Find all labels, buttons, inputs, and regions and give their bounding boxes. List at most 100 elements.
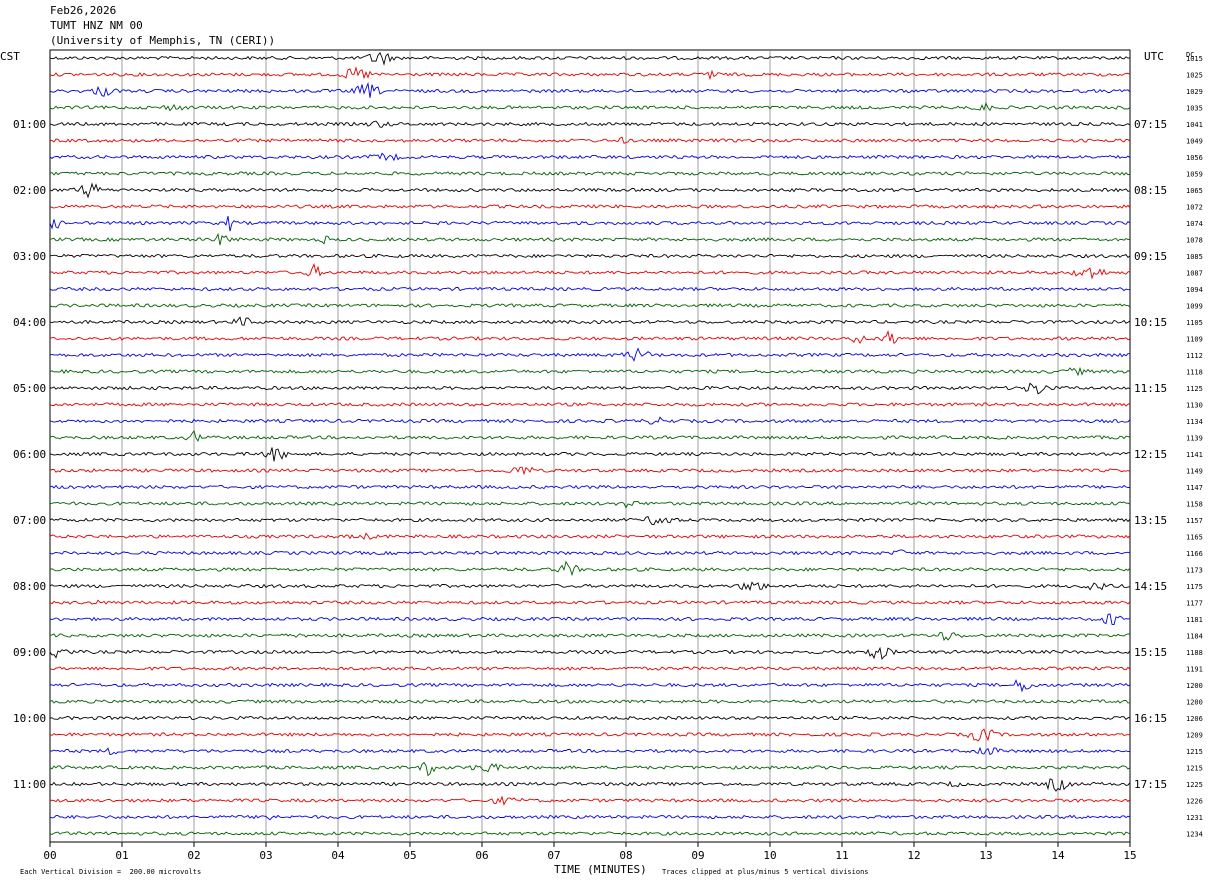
x-tick-label: 02 [187, 849, 200, 862]
dc-offset-label: 1035 [1186, 105, 1203, 113]
x-tick-label: 08 [619, 849, 632, 862]
seismic-trace [49, 613, 1131, 626]
left-zone-label: CST [0, 50, 20, 63]
dc-offset-label: 1166 [1186, 550, 1203, 558]
dc-offset-label: 1209 [1186, 732, 1203, 740]
left-hour-label: 01:00 [13, 118, 46, 131]
dc-offset-label: 1175 [1186, 583, 1203, 591]
seismic-trace [49, 778, 1131, 792]
dc-offset-label: 1215 [1186, 765, 1203, 773]
seismic-trace [49, 182, 1131, 199]
dc-offset-label: 1184 [1186, 633, 1203, 641]
right-hour-label: 09:15 [1134, 250, 1167, 263]
dc-offset-label: 1181 [1186, 616, 1203, 624]
left-hour-label: 08:00 [13, 580, 46, 593]
dc-offset-label: 1191 [1186, 666, 1203, 674]
seismic-trace [49, 447, 1130, 462]
right-hour-label: 16:15 [1134, 712, 1167, 725]
dc-offset-label: 1125 [1186, 385, 1203, 393]
seismic-trace [49, 814, 1131, 821]
seismic-trace [49, 263, 1131, 280]
seismic-trace [49, 171, 1131, 176]
seismic-trace [49, 120, 1131, 128]
right-hour-label: 10:15 [1134, 316, 1167, 329]
dc-offset-label: 1074 [1186, 220, 1203, 228]
dc-offset-label: 1099 [1186, 303, 1203, 311]
seismic-trace [50, 382, 1131, 395]
seismic-trace [49, 416, 1131, 425]
dc-offset-label: 1200 [1186, 682, 1203, 690]
x-tick-label: 10 [763, 849, 776, 862]
dc-offset-label: 1105 [1186, 319, 1203, 327]
left-hour-label: 10:00 [13, 712, 46, 725]
dc-offset-label: 1041 [1186, 121, 1203, 129]
right-hour-label: 12:15 [1134, 448, 1167, 461]
seismic-trace [49, 232, 1131, 246]
seismic-trace [49, 303, 1131, 308]
dc-offset-label: 1141 [1186, 451, 1203, 459]
dc-offset-label: 1112 [1186, 352, 1203, 360]
dc-offset-label: 1226 [1186, 798, 1203, 806]
x-tick-label: 11 [835, 849, 848, 862]
seismic-trace [49, 715, 1131, 721]
dc-offset-label: 1072 [1186, 204, 1203, 212]
dc-offset-label: 1234 [1186, 831, 1203, 839]
seismic-trace [49, 136, 1131, 144]
seismic-trace [49, 728, 1131, 742]
seismic-trace [49, 81, 1131, 98]
dc-offset-label: 1085 [1186, 253, 1203, 261]
seismic-trace [49, 366, 1131, 377]
seismic-trace [49, 51, 1131, 66]
left-hour-label: 03:00 [13, 250, 46, 263]
x-tick-label: 00 [43, 849, 56, 862]
seismic-trace [49, 329, 1131, 345]
right-hour-label: 13:15 [1134, 514, 1167, 527]
right-zone-label: UTC [1144, 50, 1164, 63]
dc-offset-label: 1109 [1186, 336, 1203, 344]
right-hour-label: 11:15 [1134, 382, 1167, 395]
right-hour-label: 07:15 [1134, 118, 1167, 131]
dc-offset-label: 1215 [1186, 748, 1203, 756]
seismic-trace [49, 286, 1131, 292]
station-label: TUMT HNZ NM 00 [50, 19, 143, 32]
dc-offset-label: 1173 [1186, 567, 1203, 575]
dc-offset-label: 1206 [1186, 715, 1203, 723]
x-axis-title: TIME (MINUTES) [554, 863, 647, 876]
dc-label: DC [1186, 51, 1195, 59]
seismic-trace [49, 101, 1131, 112]
dc-offset-label: 1015 [1186, 55, 1203, 63]
dc-offset-label: 1025 [1186, 72, 1203, 80]
dc-offset-label: 1078 [1186, 237, 1203, 245]
seismic-trace [49, 699, 1131, 704]
dc-offset-label: 1225 [1186, 781, 1203, 789]
right-hour-label: 14:15 [1134, 580, 1167, 593]
dc-offset-label: 1139 [1186, 435, 1203, 443]
dc-offset-label: 1130 [1186, 402, 1203, 410]
left-hour-label: 05:00 [13, 382, 46, 395]
seismic-trace [49, 831, 1131, 836]
dc-offset-label: 1056 [1186, 154, 1203, 162]
x-tick-label: 01 [115, 849, 128, 862]
seismic-trace [49, 632, 1131, 642]
dc-offset-label: 1200 [1186, 699, 1203, 707]
left-hour-label: 04:00 [13, 316, 46, 329]
seismic-trace [49, 501, 1131, 509]
x-tick-label: 15 [1123, 849, 1136, 862]
date-label: Feb26,2026 [50, 4, 117, 17]
seismic-trace [49, 152, 1131, 162]
seismic-trace [49, 402, 1131, 407]
left-hour-label: 02:00 [13, 184, 46, 197]
seismic-trace [49, 316, 1131, 326]
x-tick-label: 03 [259, 849, 272, 862]
seismic-trace [49, 216, 1131, 232]
clip-note: Traces clipped at plus/minus 5 vertical … [662, 868, 869, 876]
seismic-trace [49, 581, 1131, 592]
plot-frame [49, 49, 1131, 843]
x-tick-label: 06 [475, 849, 488, 862]
x-tick-label: 07 [547, 849, 560, 862]
right-hour-label: 08:15 [1134, 184, 1167, 197]
dc-offset-label: 1118 [1186, 369, 1203, 377]
institution-label: (University of Memphis, TN (CERI)) [50, 34, 276, 47]
seismic-trace [49, 532, 1131, 540]
